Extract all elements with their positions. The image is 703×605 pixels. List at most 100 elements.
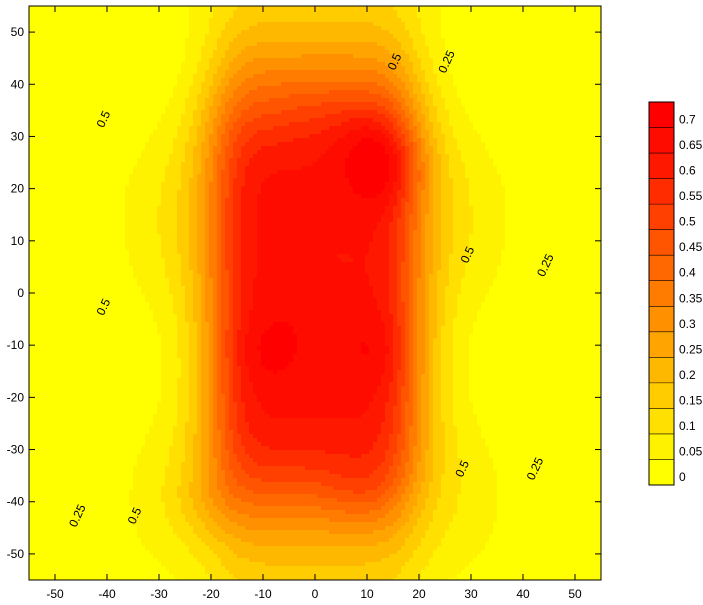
field-cell [513,62,518,67]
field-cell [481,122,486,127]
field-cell [173,102,178,107]
field-cell [485,6,490,11]
field-cell [425,34,430,39]
field-cell [357,86,362,91]
field-cell [473,82,478,87]
field-cell [117,122,122,127]
field-cell [497,110,502,115]
field-cell [341,134,346,139]
field-cell [593,50,598,55]
field-cell [129,6,134,11]
field-cell [369,122,374,127]
field-cell [197,130,202,135]
field-cell [401,114,406,119]
field-cell [405,62,410,67]
field-cell [481,58,486,63]
field-cell [233,14,238,19]
field-cell [109,126,114,131]
field-cell [429,142,434,147]
field-cell [549,66,554,71]
field-cell [441,6,446,11]
field-cell [469,98,474,103]
field-cell [525,118,530,123]
field-cell [37,98,42,103]
field-cell [201,58,206,63]
field-cell [545,6,550,11]
field-cell [569,74,574,79]
field-cell [145,58,150,63]
field-cell [365,18,370,23]
field-cell [169,38,174,43]
field-cell [569,42,574,47]
field-cell [65,106,70,111]
field-cell [569,118,574,123]
field-cell [237,46,242,51]
field-cell [145,26,150,31]
field-cell [493,102,498,107]
field-cell [85,102,90,107]
field-cell [289,110,294,115]
field-cell [397,78,402,83]
field-cell [469,110,474,115]
field-cell [161,10,166,15]
field-cell [545,30,550,35]
field-cell [429,98,434,103]
field-cell [309,34,314,39]
field-cell [469,18,474,23]
field-cell [313,130,318,135]
field-cell [353,42,358,47]
field-cell [441,94,446,99]
field-cell [277,34,282,39]
field-cell [81,30,86,35]
field-cell [201,42,206,47]
field-cell [273,90,278,95]
field-cell [425,46,430,51]
field-cell [397,6,402,11]
field-cell [493,38,498,43]
field-cell [401,26,406,31]
field-cell [177,58,182,63]
field-cell [521,30,526,35]
field-cell [341,54,346,59]
field-cell [465,126,470,131]
field-cell [381,74,386,79]
field-cell [329,138,334,143]
field-cell [177,130,182,135]
field-cell [461,102,466,107]
field-cell [389,38,394,43]
field-cell [161,62,166,67]
field-cell [425,30,430,35]
field-cell [197,90,202,95]
field-cell [537,134,542,139]
field-cell [297,142,302,147]
field-cell [457,78,462,83]
field-cell [517,82,522,87]
field-cell [45,70,50,75]
field-cell [461,6,466,11]
field-cell [505,90,510,95]
field-cell [85,94,90,99]
field-cell [449,18,454,23]
field-cell [297,10,302,15]
field-cell [437,142,442,147]
field-cell [141,90,146,95]
field-cell [497,66,502,71]
field-cell [105,98,110,103]
field-cell [89,114,94,119]
field-cell [153,58,158,63]
field-cell [425,102,430,107]
field-cell [321,98,326,103]
field-cell [41,114,46,119]
field-cell [309,106,314,111]
field-cell [393,46,398,51]
field-cell [233,122,238,127]
field-cell [421,142,426,147]
field-cell [329,38,334,43]
field-cell [169,122,174,127]
field-cell [585,58,590,63]
field-cell [421,106,426,111]
field-cell [425,66,430,71]
field-cell [581,78,586,83]
field-cell [161,122,166,127]
field-cell [113,98,118,103]
